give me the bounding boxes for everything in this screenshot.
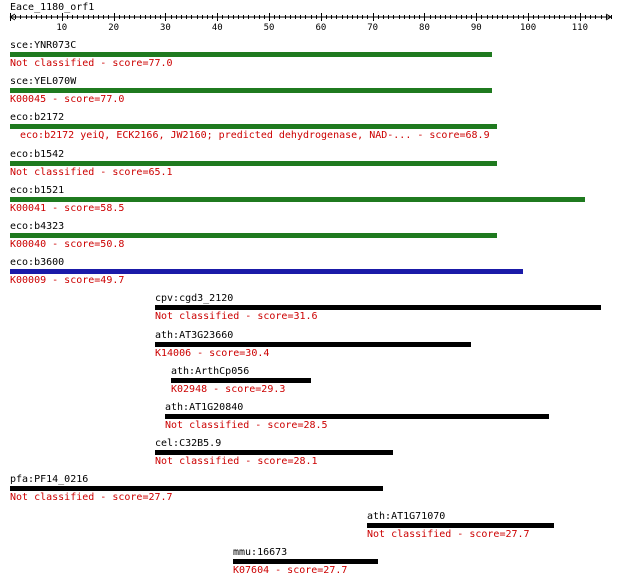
hit-alignment-bar[interactable]	[165, 414, 549, 419]
hit-alignment-bar[interactable]	[155, 305, 601, 310]
hit-name-link[interactable]: mmu:16673	[233, 547, 288, 558]
axis-tick-label: 20	[108, 23, 119, 33]
hit-name-link[interactable]: eco:b1542	[10, 149, 65, 160]
hit-annotation-link[interactable]: Not classified - score=65.1	[10, 167, 173, 178]
hit-annotation-link[interactable]: K14006 - score=30.4	[155, 348, 270, 359]
hit-annotation-link[interactable]: Not classified - score=27.7	[367, 529, 530, 540]
hit-alignment-bar[interactable]	[10, 233, 497, 238]
hit-annotation-link[interactable]: K00041 - score=58.5	[10, 203, 125, 214]
axis-tick-label: 110	[572, 23, 588, 33]
axis-tick-label: 100	[520, 23, 536, 33]
hit-name-link[interactable]: ath:AT3G23660	[155, 330, 234, 341]
hit-name-link[interactable]: eco:b2172	[10, 112, 65, 123]
hit-alignment-bar[interactable]	[10, 161, 497, 166]
axis-tick-label: 10	[56, 23, 67, 33]
hit-name-link[interactable]: ath:ArthCp056	[171, 366, 250, 377]
hit-name-link[interactable]: sce:YNR073C	[10, 40, 77, 51]
hit-alignment-bar[interactable]	[10, 124, 497, 129]
hit-annotation-link[interactable]: K02948 - score=29.3	[171, 384, 286, 395]
hit-name-link[interactable]: pfa:PF14_0216	[10, 474, 89, 485]
hit-alignment-bar[interactable]	[367, 523, 554, 528]
axis-right-arrow	[605, 13, 612, 21]
axis-tick-label: 80	[419, 23, 430, 33]
hit-annotation-link[interactable]: K00009 - score=49.7	[10, 275, 125, 286]
hit-name-link[interactable]: sce:YEL070W	[10, 76, 77, 87]
hit-alignment-bar[interactable]	[155, 450, 393, 455]
hit-name-link[interactable]: cpv:cgd3_2120	[155, 293, 234, 304]
axis-tick-label: 30	[160, 23, 171, 33]
hit-annotation-link[interactable]: Not classified - score=27.7	[10, 492, 173, 503]
axis-tick-label: 90	[471, 23, 482, 33]
axis-tick-label: 50	[264, 23, 275, 33]
hit-name-link[interactable]: eco:b4323	[10, 221, 65, 232]
hit-alignment-bar[interactable]	[171, 378, 311, 383]
hit-annotation-link[interactable]: K07604 - score=27.7	[233, 565, 348, 576]
hit-alignment-bar[interactable]	[10, 269, 523, 274]
hit-annotation-link[interactable]: Not classified - score=31.6	[155, 311, 318, 322]
hit-annotation-link[interactable]: Not classified - score=28.1	[155, 456, 318, 467]
hit-name-link[interactable]: ath:AT1G20840	[165, 402, 244, 413]
hit-annotation-link[interactable]: Not classified - score=77.0	[10, 58, 173, 69]
query-axis: 10 20 30 40 50 60 70 80 90 100 110	[9, 13, 612, 33]
hit-alignment-bar[interactable]	[233, 559, 378, 564]
hit-annotation-link[interactable]: K00045 - score=77.0	[10, 94, 125, 105]
axis-tick-label: 70	[367, 23, 378, 33]
hit-alignment-bar[interactable]	[10, 486, 383, 491]
hit-alignment-bar[interactable]	[10, 197, 585, 202]
hit-alignment-bar[interactable]	[10, 52, 492, 57]
hit-name-link[interactable]: eco:b3600	[10, 257, 65, 268]
hit-alignment-bar[interactable]	[155, 342, 471, 347]
axis-tick-label: 60	[315, 23, 326, 33]
hit-annotation-link[interactable]: eco:b2172 yeiQ, ECK2166, JW2160; predict…	[20, 130, 490, 141]
hit-annotation-link[interactable]: Not classified - score=28.5	[165, 420, 328, 431]
hit-name-link[interactable]: eco:b1521	[10, 185, 65, 196]
axis-tick-label: 40	[212, 23, 223, 33]
hit-name-link[interactable]: ath:AT1G71070	[367, 511, 446, 522]
query-title: Eace_1180_orf1	[10, 2, 95, 13]
hit-annotation-link[interactable]: K00040 - score=50.8	[10, 239, 125, 250]
hit-name-link[interactable]: cel:C32B5.9	[155, 438, 222, 449]
hit-alignment-bar[interactable]	[10, 88, 492, 93]
